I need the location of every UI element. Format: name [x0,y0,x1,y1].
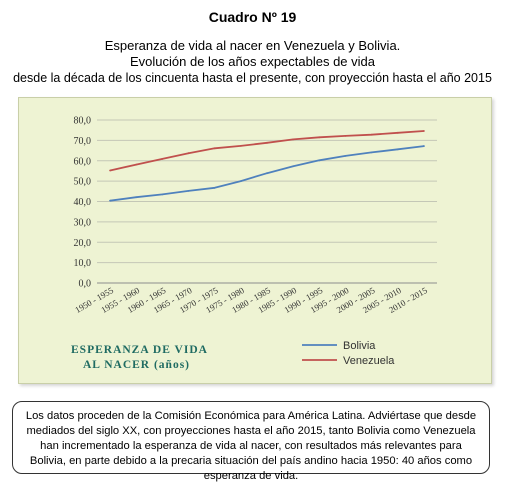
y-tick-label: 30,0 [74,217,92,228]
chart-title-line2: Evolución de los años expectables de vid… [130,54,375,69]
data-point-bolivia [187,190,190,192]
y-tick-label: 60,0 [74,156,92,167]
data-point-venezuela [423,130,425,132]
data-point-venezuela [396,131,399,134]
data-point-bolivia [161,193,164,196]
legend-label-venezuela: Venezuela [343,355,395,367]
data-point-bolivia [213,186,216,189]
data-point-bolivia [344,154,347,157]
data-point-bolivia [292,165,295,168]
legend: Bolivia Venezuela [302,340,395,367]
data-point-venezuela [292,138,295,141]
chart-panel: 0,0 10,0 20,0 30,0 40,0 50,0 60,0 70,0 80,0 1950… [18,97,492,384]
y-tick-label: 50,0 [74,177,92,188]
cuadro-label: Cuadro Nº 19 [208,9,297,25]
data-point-venezuela [161,158,164,160]
gridlines [97,119,437,284]
y-axis-ticks: 0,0 10,0 20,0 30,0 40,0 50,0 60,0 70,0 80,0 [74,116,92,290]
data-point-bolivia [370,151,373,154]
data-point-venezuela [370,133,373,136]
data-point-bolivia [266,172,268,175]
y-tick-label: 40,0 [74,197,92,208]
data-point-venezuela [213,147,216,150]
y-tick-label: 20,0 [74,238,92,249]
data-point-bolivia [396,148,399,151]
data-point-bolivia [239,180,242,183]
y-tick-label: 70,0 [74,136,92,147]
data-point-venezuela [344,134,347,137]
series-line-venezuela [109,130,424,172]
note-box: Los datos proceden de la Comisión Económ… [12,401,490,482]
data-point-venezuela [109,169,111,172]
y-tick-label: 0,0 [79,279,92,290]
y-tick-label: 80,0 [74,116,92,127]
y-tick-label: 10,0 [74,258,92,269]
data-point-venezuela [318,136,321,139]
line-chart: 0,0 10,0 20,0 30,0 40,0 50,0 60,0 70,0 80,0 1950… [71,116,437,371]
data-point-bolivia [423,145,425,147]
data-point-venezuela [135,163,138,166]
data-point-bolivia [135,196,138,199]
chart-title-line1: Esperanza de vida al nacer en Venezuela … [104,38,401,53]
data-point-bolivia [318,159,321,162]
data-point-venezuela [266,141,268,144]
chart-title-line3: desde la década de los cincuenta hasta e… [13,71,492,85]
legend-title-line2: AL NACER (años) [83,359,190,371]
data-point-bolivia [109,199,111,202]
data-point-venezuela [187,152,190,155]
legend-label-bolivia: Bolivia [343,340,376,352]
series-lines [109,130,425,202]
note-text: Los datos proceden de la Comisión Económ… [25,410,477,482]
data-point-venezuela [239,144,242,147]
legend-title-line1: ESPERANZA DE VIDA [71,344,208,356]
